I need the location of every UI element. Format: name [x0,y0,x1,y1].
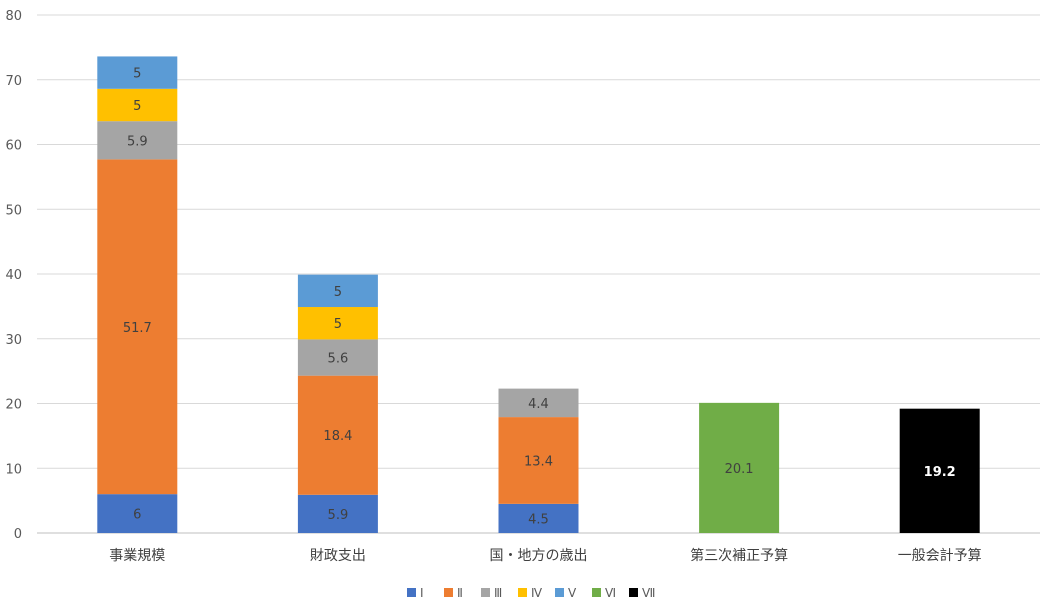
legend-label: Ⅶ [642,586,655,600]
y-tick-label: 20 [5,398,22,413]
legend-swatch [555,588,564,597]
y-tick-label: 70 [5,74,22,89]
bar-segment [498,417,579,504]
legend-item: Ⅱ [444,586,463,600]
legend-label: Ⅵ [605,586,616,600]
data-label: 5.6 [328,352,349,367]
bar-segment [899,408,980,533]
legend-swatch [518,588,527,597]
legend-swatch [629,588,638,597]
y-tick-label: 60 [5,139,22,154]
legend-item: Ⅳ [518,586,542,600]
bar-segment [498,388,579,418]
legend-swatch [592,588,601,597]
data-label: 18.4 [323,429,352,444]
bar-segment [297,274,378,308]
legend-label: Ⅱ [457,586,463,600]
legend-swatch [407,588,416,597]
data-label: 5.9 [127,134,148,149]
legend-item: Ⅰ [407,586,424,600]
y-tick-label: 30 [5,333,22,348]
bar-segment [297,494,378,533]
bar-segment [97,159,178,495]
bar-segment [97,494,178,533]
x-category-label: 事業規模 [109,548,165,564]
bar-segment [297,307,378,340]
data-label: 20.1 [725,462,754,477]
data-label: 5 [334,285,342,300]
legend-item: Ⅶ [629,586,655,600]
y-tick-label: 0 [14,527,22,542]
legend-item: Ⅵ [592,586,616,600]
legend-item: Ⅴ [555,586,577,600]
bar-segment [297,339,378,376]
bar-segment [97,121,178,160]
y-axis: 0 10 20 30 40 50 60 70 80 [5,9,22,542]
x-category-label: 財政支出 [310,548,366,564]
y-tick-label: 50 [5,203,22,218]
x-category-label: 国・地方の歳出 [490,548,588,564]
bar-segment [97,56,178,89]
legend: Ⅰ Ⅱ Ⅲ Ⅳ Ⅴ Ⅵ Ⅶ [407,586,655,600]
data-label: 19.2 [924,465,956,480]
y-tick-label: 80 [5,9,22,24]
bar-segment [498,503,579,533]
bar-segment [297,375,378,495]
bar-segment [699,402,780,533]
y-tick-label: 40 [5,268,22,283]
legend-label: Ⅴ [568,586,577,600]
gridlines [37,14,1040,534]
data-label: 6 [133,508,141,523]
x-category-label: 第三次補正予算 [690,547,788,564]
legend-swatch [444,588,453,597]
data-label: 5 [133,99,141,114]
data-label: 4.5 [528,512,549,527]
data-label: 13.4 [524,454,553,469]
x-axis: 事業規模 財政支出 国・地方の歳出 第三次補正予算 一般会計予算 [109,547,981,564]
legend-swatch [481,588,490,597]
bar-segment [97,88,178,122]
y-tick-label: 10 [5,462,22,477]
x-category-label: 一般会計予算 [898,548,982,564]
legend-label: Ⅲ [494,586,502,600]
bars: 6 51.7 5.9 5 5 5.9 18.4 5.6 5 5 4.5 13.4 4.4 20.1 19.2 [97,56,980,533]
data-label: 5 [334,317,342,332]
legend-label: Ⅳ [531,586,542,600]
data-label: 5.9 [328,508,349,523]
data-label: 51.7 [123,321,152,336]
legend-label: Ⅰ [420,586,424,600]
legend-item: Ⅲ [481,586,502,600]
data-label: 5 [133,67,141,82]
data-label: 4.4 [528,397,549,412]
